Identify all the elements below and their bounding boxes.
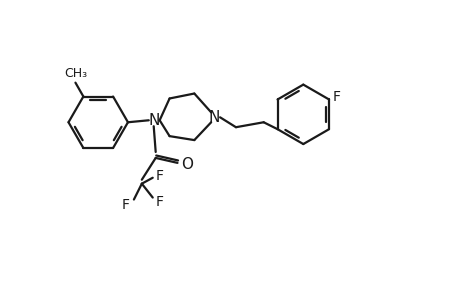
Text: F: F bbox=[155, 169, 163, 183]
Text: N: N bbox=[148, 113, 159, 128]
Text: N: N bbox=[208, 110, 219, 125]
Text: O: O bbox=[181, 158, 193, 172]
Text: F: F bbox=[155, 194, 163, 208]
Text: F: F bbox=[332, 91, 340, 104]
Text: F: F bbox=[122, 199, 129, 212]
Text: CH₃: CH₃ bbox=[64, 67, 87, 80]
